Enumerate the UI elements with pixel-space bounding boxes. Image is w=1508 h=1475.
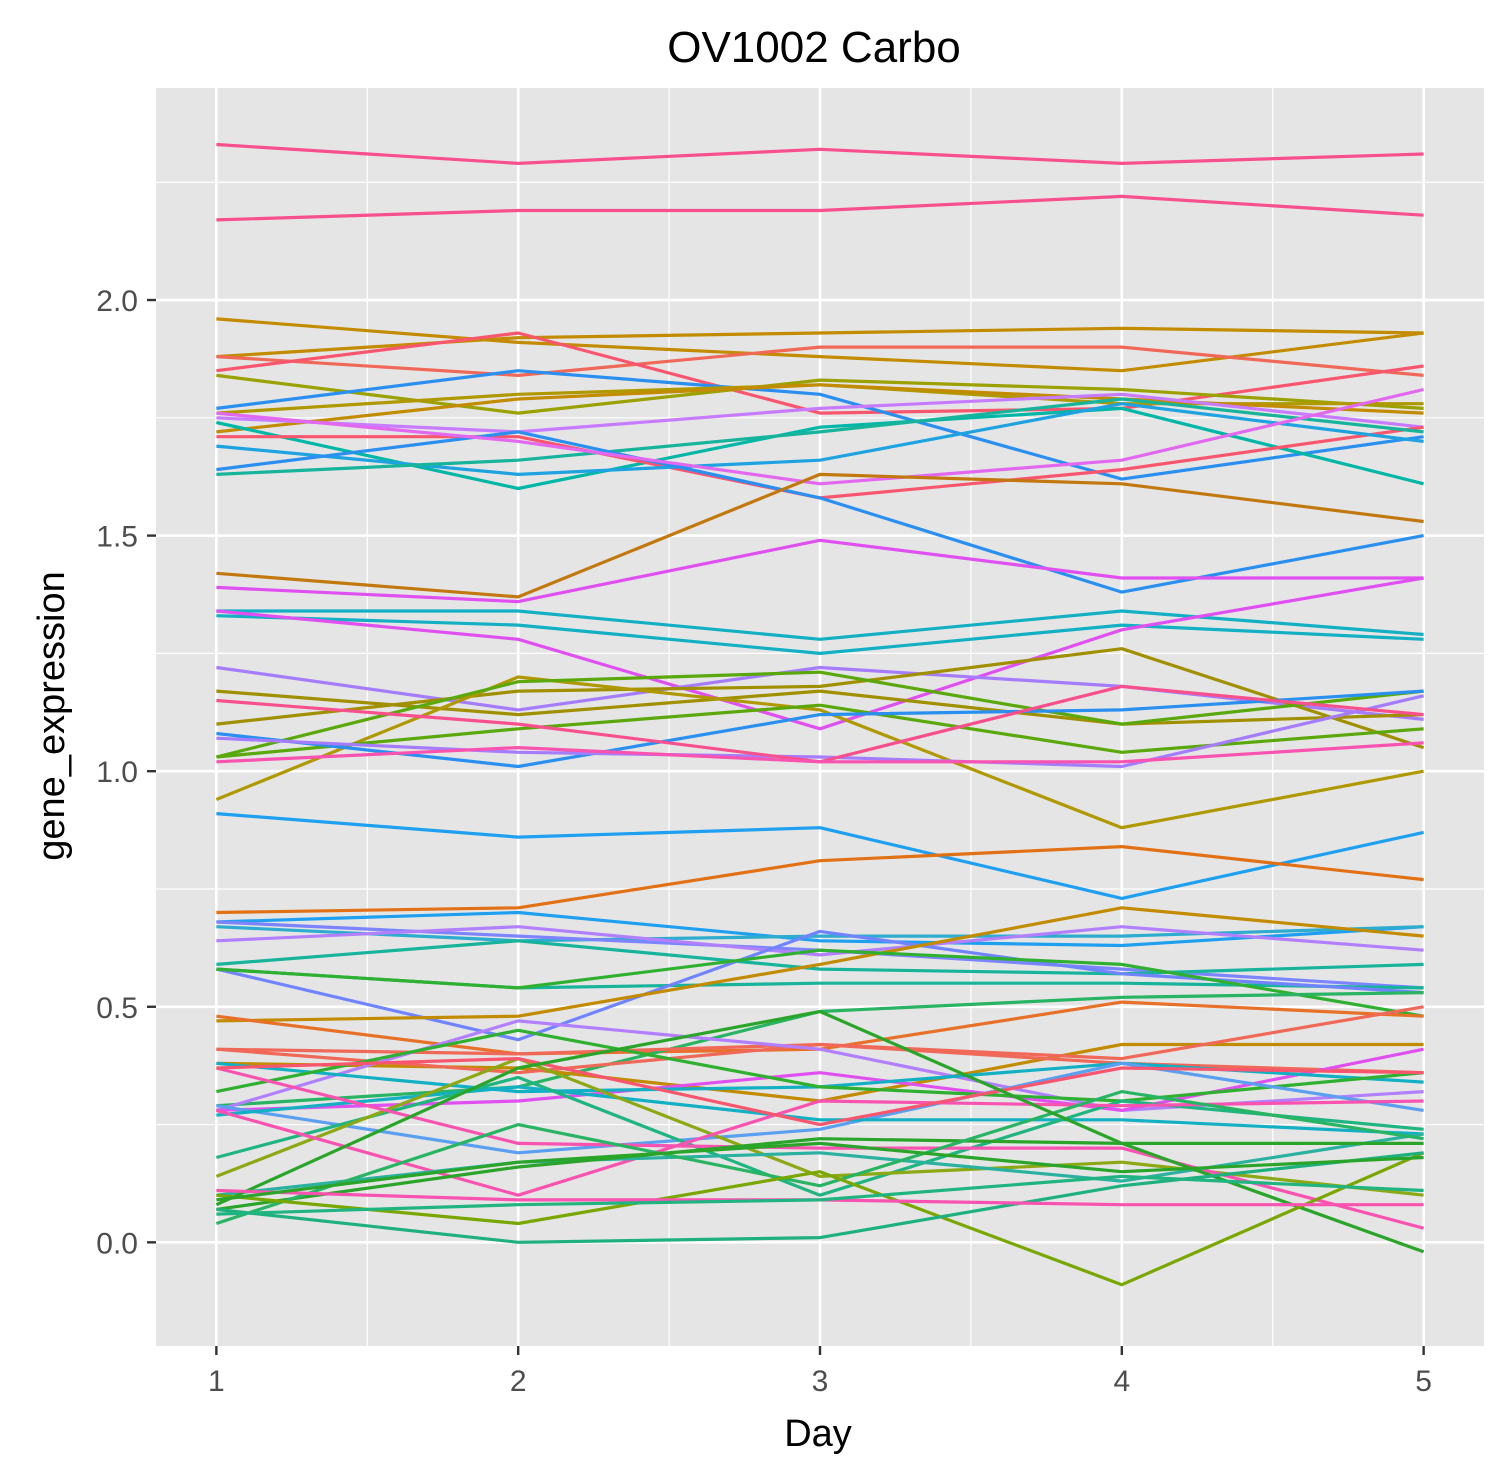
x-tick-label: 2 xyxy=(510,1365,527,1398)
series-line-33 xyxy=(216,812,1424,901)
series-line-21 xyxy=(216,614,1424,656)
series-line-62 xyxy=(215,1089,1424,1226)
series-line-65 xyxy=(216,1151,1424,1244)
series-line-22 xyxy=(216,576,1424,731)
y-axis: 0.0 0.5 1.0 1.5 2.0 xyxy=(96,285,156,1260)
series-line-64 xyxy=(216,1151,1425,1287)
series-line-1 xyxy=(216,142,1424,165)
series-line-53 xyxy=(216,1061,1424,1155)
series-line-20 xyxy=(216,609,1424,641)
series-line-32 xyxy=(216,741,1424,764)
series-line-19 xyxy=(216,538,1424,604)
series-line-29 xyxy=(216,689,1424,769)
x-tick-label: 3 xyxy=(812,1365,829,1398)
series-line-18 xyxy=(216,472,1424,599)
series-line-15 xyxy=(216,397,1424,476)
series-line-2 xyxy=(216,194,1424,222)
x-tick-label: 1 xyxy=(208,1365,225,1398)
series-line-67 xyxy=(216,1141,1424,1202)
series-line-5 xyxy=(216,345,1424,377)
series-line-61 xyxy=(216,1056,1424,1127)
series-line-68 xyxy=(216,1174,1424,1216)
series-line-16 xyxy=(216,430,1424,594)
series-line-55 xyxy=(215,1075,1424,1197)
series-layer xyxy=(215,142,1425,1287)
series-line-42 xyxy=(216,906,1424,1023)
series-line-43 xyxy=(216,948,1424,1018)
x-tick-label: 5 xyxy=(1415,1365,1432,1398)
series-line-34 xyxy=(216,844,1424,915)
series-line-8 xyxy=(216,369,1424,481)
y-tick-label: 2.0 xyxy=(96,285,138,318)
grid-major xyxy=(156,88,1484,1346)
series-line-58 xyxy=(215,1099,1424,1197)
series-line-39 xyxy=(216,939,1424,976)
y-tick-label: 1.5 xyxy=(96,521,138,554)
x-tick-label: 4 xyxy=(1113,1365,1130,1398)
series-line-25 xyxy=(216,647,1425,750)
y-tick-label: 1.0 xyxy=(96,756,138,789)
series-line-52 xyxy=(216,1028,1424,1103)
series-line-60 xyxy=(216,1137,1424,1211)
series-line-28 xyxy=(216,670,1424,759)
series-line-12 xyxy=(216,392,1424,434)
y-tick-label: 0.0 xyxy=(96,1227,138,1260)
series-line-17 xyxy=(216,387,1424,486)
series-line-48 xyxy=(216,1042,1424,1075)
chart-title: OV1002 Carbo xyxy=(667,23,961,72)
y-tick-label: 0.5 xyxy=(96,992,138,1025)
series-line-38 xyxy=(216,925,1424,957)
y-axis-title: gene_expression xyxy=(31,571,73,860)
series-line-35 xyxy=(216,910,1424,948)
x-axis-title: Day xyxy=(784,1413,852,1455)
series-line-30 xyxy=(216,694,1424,769)
x-axis: 1 2 3 4 5 xyxy=(208,1346,1432,1398)
